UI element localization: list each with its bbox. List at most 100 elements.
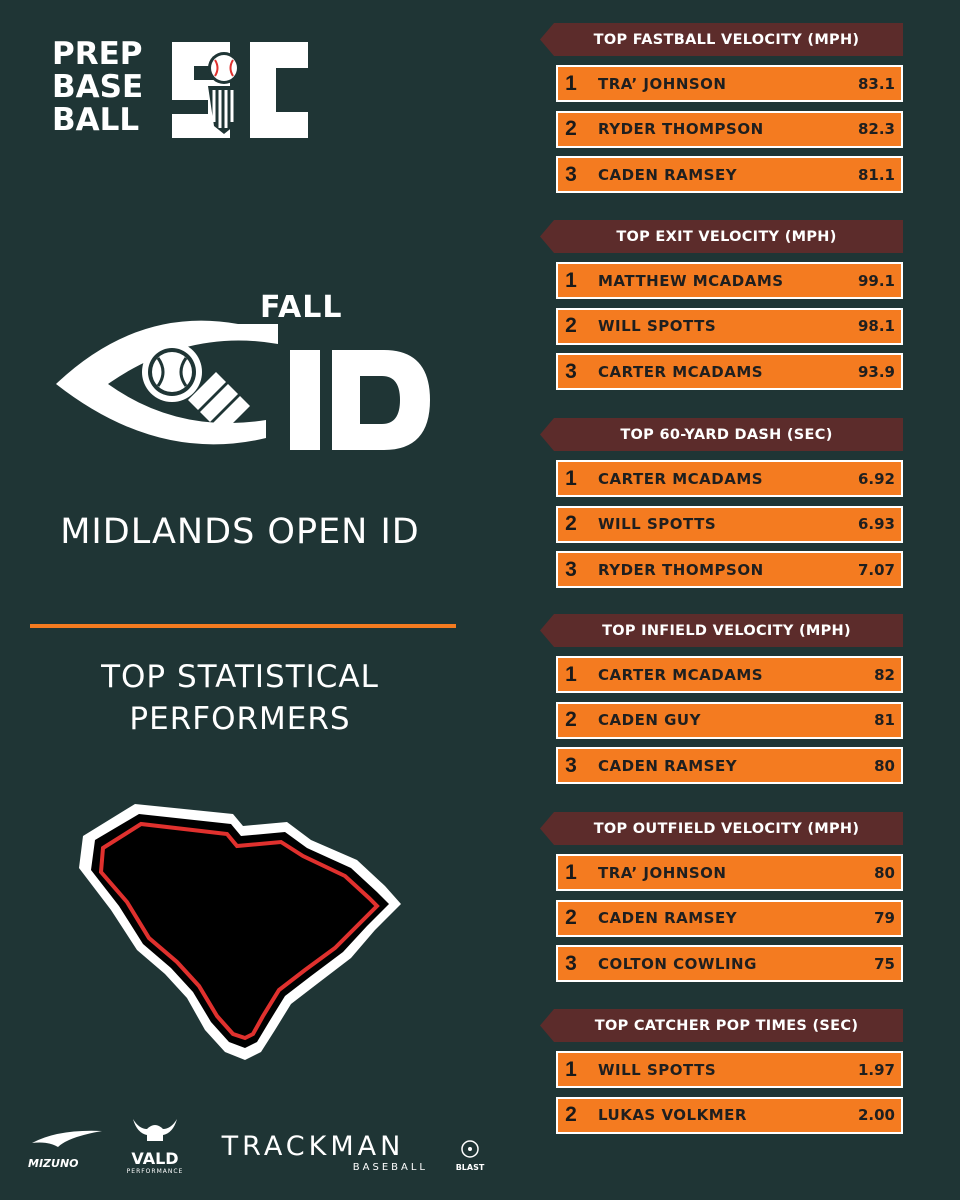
stat-value: 79 bbox=[874, 909, 895, 927]
subtitle: TOP STATISTICAL PERFORMERS bbox=[0, 656, 480, 740]
rank-number: 2 bbox=[565, 117, 577, 140]
leaderboard-row: 1 CARTER MCADAMS 6.92 bbox=[556, 460, 903, 497]
rank-number: 1 bbox=[565, 860, 577, 884]
leaderboard-row: 2 RYDER THOMPSON 82.3 bbox=[556, 110, 903, 148]
rank-number: 1 bbox=[565, 71, 577, 95]
logo-line-3: BALL bbox=[52, 102, 140, 138]
leaderboard-row: 3 RYDER THOMPSON 7.07 bbox=[556, 551, 903, 588]
category-title: TOP INFIELD VELOCITY (MPH) bbox=[540, 614, 903, 647]
state-outline-icon bbox=[79, 804, 401, 1060]
rank-number: 1 bbox=[565, 662, 577, 686]
stat-value: 98.1 bbox=[857, 317, 895, 335]
player-name: RYDER THOMPSON bbox=[598, 120, 764, 138]
category-title: TOP OUTFIELD VELOCITY (MPH) bbox=[540, 812, 903, 845]
trackman-logo: TRACKMAN BASEBALL bbox=[198, 1131, 428, 1173]
category-block: TOP OUTFIELD VELOCITY (MPH) 1 TRA’ JOHNSON… bbox=[540, 812, 903, 982]
mizuno-logo: MIZUNO bbox=[28, 1125, 108, 1170]
player-name: LUKAS VOLKMER bbox=[598, 1106, 747, 1124]
rank-number: 1 bbox=[565, 268, 577, 292]
category-block: TOP 60-YARD DASH (SEC) 1 CARTER MCADAMS 6.9… bbox=[540, 418, 903, 588]
orange-divider bbox=[30, 624, 456, 628]
subtitle-line-2: PERFORMERS bbox=[129, 701, 351, 737]
stat-value: 6.93 bbox=[857, 515, 895, 533]
player-name: WILL SPOTTS bbox=[598, 515, 717, 533]
player-name: CARTER MCADAMS bbox=[598, 665, 764, 684]
vald-label: VALD bbox=[131, 1149, 179, 1168]
south-carolina-map bbox=[55, 790, 420, 1075]
rank-number: 3 bbox=[565, 557, 577, 581]
rank-number: 2 bbox=[565, 906, 577, 929]
rank-number: 3 bbox=[565, 753, 577, 777]
leaderboard-row: 3 COLTON COWLING 75 bbox=[556, 945, 903, 982]
leaderboard-row: 3 CADEN RAMSEY 81.1 bbox=[556, 156, 903, 193]
rank-number: 3 bbox=[565, 162, 577, 186]
trackman-sub-label: BASEBALL bbox=[352, 1162, 428, 1173]
player-name: CADEN RAMSEY bbox=[598, 909, 738, 927]
stat-value: 93.9 bbox=[857, 362, 895, 381]
leaderboard-row: 1 TRA’ JOHNSON 83.1 bbox=[556, 65, 903, 102]
category-title: TOP 60-YARD DASH (SEC) bbox=[540, 418, 903, 451]
rank-number: 3 bbox=[565, 951, 577, 975]
player-name: CADEN RAMSEY bbox=[598, 165, 738, 184]
leaderboard-row: 3 CARTER MCADAMS 93.9 bbox=[556, 353, 903, 390]
player-name: CARTER MCADAMS bbox=[598, 362, 764, 381]
rank-number: 3 bbox=[565, 359, 577, 383]
event-title: MIDLANDS OPEN ID bbox=[60, 512, 420, 552]
fall-label: FALL bbox=[260, 290, 343, 325]
player-name: RYDER THOMPSON bbox=[598, 560, 764, 579]
player-name: MATTHEW MCADAMS bbox=[598, 271, 784, 290]
vald-logo: VALD PERFORMANCE bbox=[120, 1115, 190, 1175]
stat-value: 6.92 bbox=[857, 469, 895, 488]
rank-number: 2 bbox=[565, 708, 577, 731]
stat-value: 99.1 bbox=[857, 271, 895, 290]
player-name: TRA’ JOHNSON bbox=[598, 863, 727, 882]
prep-baseball-sc-logo: PREP BASE BALL bbox=[52, 38, 314, 156]
leaderboard-row: 1 CARTER MCADAMS 82 bbox=[556, 656, 903, 693]
stat-value: 83.1 bbox=[857, 74, 895, 93]
player-name: CARTER MCADAMS bbox=[598, 469, 764, 488]
category-title: TOP CATCHER POP TIMES (SEC) bbox=[540, 1009, 903, 1042]
logo-wordmark: PREP BASE BALL bbox=[52, 38, 143, 137]
eye-baseball-icon bbox=[56, 320, 430, 450]
blast-logo: BLAST bbox=[450, 1139, 490, 1172]
rank-number: 2 bbox=[565, 314, 577, 337]
leaderboard-row: 1 MATTHEW MCADAMS 99.1 bbox=[556, 262, 903, 299]
blast-label: BLAST bbox=[455, 1163, 485, 1172]
leaderboard-row: 3 CADEN RAMSEY 80 bbox=[556, 747, 903, 784]
player-name: WILL SPOTTS bbox=[598, 1060, 717, 1079]
stat-value: 1.97 bbox=[857, 1060, 895, 1079]
sponsor-bar: MIZUNO VALD PERFORMANCE TRACKMAN BASEBAL… bbox=[28, 1115, 508, 1185]
player-name: CADEN RAMSEY bbox=[598, 756, 738, 775]
category-block: TOP INFIELD VELOCITY (MPH) 1 CARTER MCADAM… bbox=[540, 614, 903, 784]
stat-value: 80 bbox=[874, 756, 895, 775]
rank-number: 2 bbox=[565, 1103, 577, 1126]
mizuno-runbird-icon bbox=[32, 1130, 102, 1147]
category-block: TOP CATCHER POP TIMES (SEC) 1 WILL SPOTTS 1… bbox=[540, 1009, 903, 1134]
player-name: WILL SPOTTS bbox=[598, 317, 717, 335]
leaderboard-row: 2 WILL SPOTTS 98.1 bbox=[556, 307, 903, 345]
rank-number: 1 bbox=[565, 466, 577, 490]
player-name: COLTON COWLING bbox=[598, 954, 757, 973]
leaderboard-row: 1 WILL SPOTTS 1.97 bbox=[556, 1051, 903, 1088]
leaderboard-row: 1 TRA’ JOHNSON 80 bbox=[556, 854, 903, 891]
stat-value: 81 bbox=[874, 711, 895, 729]
leaderboard-row: 2 CADEN GUY 81 bbox=[556, 701, 903, 739]
sc-mark-icon bbox=[172, 42, 308, 138]
logo-line-2: BASE bbox=[52, 69, 144, 105]
category-title: TOP FASTBALL VELOCITY (MPH) bbox=[540, 23, 903, 56]
player-name: TRA’ JOHNSON bbox=[598, 74, 727, 93]
category-title: TOP EXIT VELOCITY (MPH) bbox=[540, 220, 903, 253]
stat-value: 75 bbox=[874, 954, 895, 973]
subtitle-line-1: TOP STATISTICAL bbox=[101, 659, 379, 695]
stat-value: 81.1 bbox=[857, 165, 895, 184]
player-name: CADEN GUY bbox=[598, 711, 701, 729]
stat-value: 7.07 bbox=[857, 560, 895, 579]
category-block: TOP EXIT VELOCITY (MPH) 1 MATTHEW MCADAMS 9… bbox=[540, 220, 903, 390]
trackman-label: TRACKMAN bbox=[221, 1131, 405, 1162]
stat-value: 2.00 bbox=[857, 1106, 895, 1124]
leaderboard-row: 2 LUKAS VOLKMER 2.00 bbox=[556, 1096, 903, 1134]
fall-id-logo: FALL ID bbox=[48, 288, 443, 463]
rank-number: 2 bbox=[565, 512, 577, 535]
category-block: TOP FASTBALL VELOCITY (MPH) 1 TRA’ JOHNSON… bbox=[540, 23, 903, 193]
mizuno-label: MIZUNO bbox=[28, 1157, 79, 1170]
